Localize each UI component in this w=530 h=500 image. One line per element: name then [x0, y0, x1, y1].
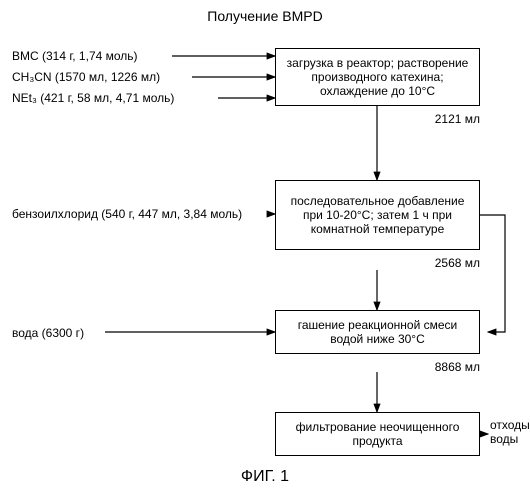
input-bmc: ВМС (314 г, 1,74 моль): [12, 49, 138, 63]
diagram-title: Получение BMPD: [0, 8, 530, 24]
step-box-2: последовательное добавление при 10-20°С;…: [275, 180, 480, 250]
step-text-4: фильтрование неочищенного продукта: [282, 420, 473, 448]
step-box-3: гашение реакционной смеси водой ниже 30°…: [275, 310, 480, 354]
input-ch3cn: CH₃CN (1570 мл, 1226 мл): [12, 70, 160, 84]
input-net3: NEt₃ (421 г, 58 мл, 4,71 моль): [12, 91, 174, 105]
volume-2: 2568 мл: [410, 256, 480, 270]
step-box-1: загрузка в реактор; растворение производ…: [275, 48, 480, 106]
input-benzoylchloride: бензоилхлорид (540 г, 447 мл, 3,84 моль): [12, 207, 242, 221]
step-text-1: загрузка в реактор; растворение производ…: [282, 56, 473, 98]
step-text-3: гашение реакционной смеси водой ниже 30°…: [282, 318, 473, 346]
volume-1: 2121 мл: [410, 112, 480, 126]
step-text-2: последовательное добавление при 10-20°С;…: [282, 194, 473, 236]
step-box-4: фильтрование неочищенного продукта: [275, 412, 480, 456]
volume-3: 8868 мл: [410, 360, 480, 374]
input-water: вода (6300 г): [12, 326, 84, 340]
figure-label: ФИГ. 1: [0, 468, 530, 486]
output-waste: отходы воды: [490, 418, 530, 446]
